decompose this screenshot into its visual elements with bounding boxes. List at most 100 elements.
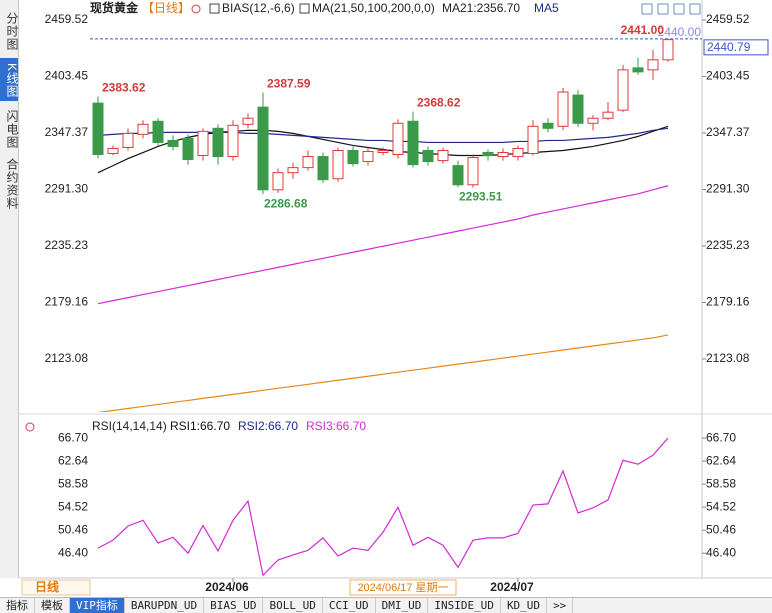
candle-body: [347, 149, 359, 165]
candle-body: [452, 165, 464, 186]
period-tag: 【日线】: [142, 1, 190, 15]
high-label: 2387.59: [267, 77, 311, 91]
rsi-line: [97, 437, 669, 577]
cursor-box: [349, 579, 457, 596]
y-tick-label: 66.70: [58, 430, 88, 444]
y-tick-label-right: 2403.45: [706, 69, 750, 83]
y-tick-label-right: 66.70: [706, 430, 736, 444]
candle-body: [437, 149, 449, 162]
sidebar-tab[interactable]: K线图: [0, 58, 19, 101]
y-tick-label-right: 62.64: [706, 453, 736, 467]
y-tick-label-right: 2123.08: [706, 351, 750, 365]
indicator-icon: [299, 3, 310, 14]
icon[interactable]: [689, 3, 701, 15]
icon[interactable]: [673, 3, 685, 15]
indicator-tab[interactable]: CCI_UD: [323, 598, 376, 613]
header-bar: [19, 0, 772, 16]
candle-body: [632, 67, 644, 73]
indicator-tab[interactable]: 指标: [0, 598, 35, 613]
last-price-label: 2440.79: [707, 40, 751, 54]
candle-body: [122, 132, 134, 148]
price-pane: [90, 38, 702, 412]
legend-entry: RSI2:66.70: [238, 419, 298, 433]
sidebar-tab[interactable]: 合约资料: [5, 158, 19, 210]
y-tick-label: 58.58: [58, 476, 88, 490]
cursor-date: 2024/06/17 星期一: [357, 581, 448, 594]
settings-icon[interactable]: [25, 422, 35, 432]
low-label: 2293.51: [459, 189, 503, 203]
y-tick-label: 50.46: [58, 522, 88, 536]
high-label: 2441.00: [621, 23, 665, 37]
instrument-title: 现货黄金: [90, 0, 139, 15]
y-tick-label-right: 2347.37: [706, 125, 750, 139]
last-price-box: [703, 39, 769, 56]
price-label: 2440.00: [658, 25, 702, 39]
indicator-tab[interactable]: VIP指标: [70, 598, 125, 613]
y-tick-label-right: 2235.23: [706, 238, 750, 252]
rsi-title: RSI(14,14,14): [92, 419, 167, 433]
y-tick-label-right: 54.52: [706, 499, 736, 513]
high-label: 2368.62: [417, 96, 461, 110]
icon[interactable]: [641, 3, 653, 15]
high-label: 2383.62: [102, 81, 146, 95]
candle-body: [542, 122, 554, 129]
y-tick-label: 2347.37: [45, 125, 89, 139]
candle-body: [377, 149, 389, 154]
candle-body: [227, 124, 239, 158]
x-tick-label: 2024/06: [205, 580, 249, 594]
candle-body: [242, 117, 254, 125]
indicator-tab[interactable]: INSIDE_UD: [428, 598, 501, 613]
legend-entry: RSI3:66.70: [306, 419, 366, 433]
candle-body: [512, 147, 524, 158]
candle-body: [332, 149, 344, 180]
indicator-label: BIAS(12,-6,6): [222, 1, 295, 15]
candle-body: [662, 39, 674, 61]
y-tick-label-right: 46.40: [706, 545, 736, 559]
candle-body: [557, 91, 569, 127]
candle-body: [92, 102, 104, 156]
candle-body: [482, 152, 494, 157]
icon[interactable]: [657, 3, 669, 15]
candle-body: [287, 167, 299, 174]
y-tick-label: 2123.08: [45, 351, 89, 365]
candle-body: [467, 157, 479, 186]
y-tick-label-right: 2291.30: [706, 182, 750, 196]
moving-average: [97, 127, 669, 144]
candle-body: [152, 120, 164, 143]
candle-body: [302, 156, 314, 169]
y-tick-label: 62.64: [58, 453, 88, 467]
y-tick-label: 2291.30: [45, 182, 89, 196]
moving-average: [97, 185, 669, 305]
y-tick-label-right: 2459.52: [706, 12, 750, 26]
indicator-tab[interactable]: BIAS_UD: [204, 598, 264, 613]
candle-body: [197, 130, 209, 157]
sidebar-tab[interactable]: 分时图: [5, 11, 19, 51]
indicator-tab[interactable]: >>: [547, 598, 574, 613]
candle-body: [602, 111, 614, 119]
candle-body: [182, 137, 194, 161]
indicator-tab[interactable]: KD_UD: [501, 598, 548, 613]
candle-body: [422, 149, 434, 163]
sidebar-tab[interactable]: 闪电图: [5, 109, 19, 149]
indicator-tab[interactable]: BARUPDN_UD: [125, 598, 205, 613]
chart: 日线 2024/06/17 星期一 现货黄金 【日线】 BIAS(12,-6,6) M…: [19, 0, 772, 596]
indicator-tab[interactable]: 模板: [35, 598, 70, 613]
indicator-label: MA(21,50,100,200,0,0): [312, 1, 435, 15]
low-label: 2286.68: [264, 196, 308, 210]
legend-entry: RSI1:66.70: [170, 419, 230, 433]
candle-body: [587, 117, 599, 124]
indicator-label: MA21:2356.70: [442, 1, 520, 15]
y-tick-label: 2179.16: [45, 295, 89, 309]
indicator-tab[interactable]: BOLL_UD: [263, 598, 323, 613]
period-box: [21, 579, 91, 596]
y-tick-label-right: 58.58: [706, 476, 736, 490]
x-tick-label: 2024/07: [490, 580, 534, 594]
candle-body: [167, 139, 179, 147]
rsi-pane: [97, 437, 669, 577]
sidebar: 分时图 K线图闪电图合约资料: [0, 0, 19, 578]
candle-body: [107, 147, 119, 155]
indicator-tab[interactable]: DMI_UD: [376, 598, 429, 613]
candle-body: [257, 106, 269, 191]
y-tick-label: 2459.52: [45, 12, 89, 26]
